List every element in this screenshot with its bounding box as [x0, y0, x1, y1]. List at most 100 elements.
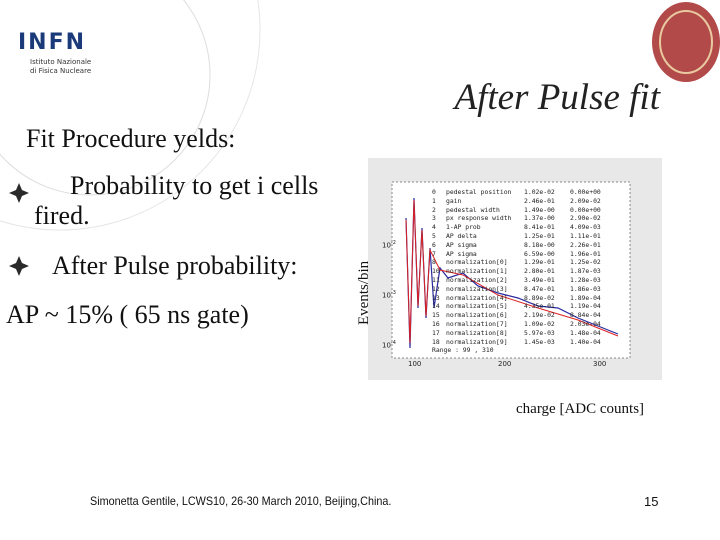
fit-cell: 1.28e-03: [570, 275, 601, 284]
bullet-text: After Pulse probability:: [52, 251, 298, 280]
logo-line: di Fisica Nucleare: [30, 67, 92, 75]
fit-cell: 4.35e-01: [524, 302, 555, 311]
fit-cell: 8.84e-04: [570, 311, 601, 320]
fit-cell: 8.47e-01: [524, 284, 555, 293]
plot: [368, 158, 662, 380]
fit-cell: 0.00e+00: [570, 205, 601, 214]
fit-cell: 2.19e-02: [524, 311, 555, 320]
fit-cell: 1.89e-04: [570, 293, 601, 302]
fit-cell: 4: [432, 223, 436, 232]
fit-cell: pedestal position: [446, 188, 512, 196]
tick-base: 10: [382, 241, 391, 250]
fit-cell: normalization[0]: [446, 258, 508, 267]
footer-credit: Simonetta Gentile, LCWS10, 26-30 March 2…: [90, 494, 392, 508]
tick-exp: -3: [390, 290, 396, 296]
fit-cell: 1.09e-02: [524, 319, 555, 328]
fit-cell: 1-AP prob: [446, 223, 481, 232]
fit-cell: 0.00e+00: [570, 188, 601, 196]
fit-cell: 1.86e-03: [570, 284, 601, 293]
fit-row: 15 normalization[6] 2.19e-02 8.84e-04: [432, 311, 610, 320]
fit-cell: 1.45e-03: [524, 337, 555, 346]
fit-cell: 1.49e-00: [524, 205, 555, 214]
intro: Fit Procedure yelds:: [26, 124, 236, 153]
fit-cell: 18: [432, 337, 440, 346]
x-tick-label: 200: [498, 360, 512, 368]
fit-cell: 1.29e-01: [524, 258, 555, 267]
fit-cell: AP delta: [446, 231, 477, 240]
fit-cell: normalization[6]: [446, 311, 508, 320]
fit-row: 0 pedestal position 1.02e-02 0.00e+00: [432, 188, 610, 197]
fit-row: 4 1-AP prob 8.41e-01 4.09e-03: [432, 223, 610, 232]
fit-cell: 6.59e-00: [524, 249, 555, 258]
y-tick-label: 10-3: [382, 290, 396, 299]
x-axis-label: charge [ADC counts]: [516, 401, 645, 417]
fit-cell: 10: [432, 267, 440, 276]
fit-cell: 4.09e-03: [570, 223, 601, 232]
fit-cell: 2.80e-01: [524, 267, 555, 276]
y-tick-label: 10-2: [382, 240, 396, 249]
fit-cell: 8.89e-02: [524, 293, 555, 302]
fit-cell: 3.49e-01: [524, 275, 555, 284]
fit-row: 13 normalization[4] 8.89e-02 1.89e-04: [432, 294, 610, 303]
fit-cell: 2: [432, 205, 436, 214]
fit-cell: normalization[5]: [446, 302, 508, 311]
fit-cell: 8: [432, 258, 436, 267]
fit-row: 16 normalization[7] 1.09e-02 2.03e-04: [432, 320, 610, 329]
fit-row: 1 gain 2.46e-01 2.09e-02: [432, 197, 610, 206]
x-ticks: 100 200 300: [368, 360, 662, 372]
fit-cell: 5: [432, 231, 436, 240]
fit-cell: 7: [432, 249, 436, 258]
x-tick-label: 100: [408, 360, 422, 368]
tick-exp: -2: [390, 240, 396, 246]
logo-subtitle: Istituto Nazionale di Fisica Nucleare: [30, 58, 91, 76]
bullet-text: Probability to get i cells fired.: [34, 171, 319, 230]
fit-cell: 15: [432, 311, 440, 320]
fit-row: 6 AP sigma 8.18e-00 2.26e-01: [432, 241, 610, 250]
fit-cell: 2.46e-01: [524, 196, 555, 205]
fit-cell: px response width: [446, 214, 512, 223]
fit-cell: AP sigma: [446, 249, 477, 258]
fit-cell: 1: [432, 196, 436, 205]
fit-cell: 2.09e-02: [570, 196, 601, 205]
logo: INFN: [18, 30, 87, 55]
fit-cell: 1.48e-04: [570, 328, 601, 337]
fit-cell: 8.41e-01: [524, 223, 555, 232]
fit-row: 18 normalization[9] 1.45e-03 1.40e-04: [432, 338, 610, 347]
y-ticks: 10-2 10-3 10-4: [382, 240, 402, 360]
fit-cell: 16: [432, 319, 440, 328]
fit-cell: normalization[1]: [446, 267, 508, 276]
fit-cell: 2.03e-04: [570, 319, 601, 328]
fit-cell: 2.90e-02: [570, 214, 601, 223]
fit-cell: 1.11e-01: [570, 231, 601, 240]
fit-cell: 1.19e-04: [570, 302, 601, 311]
fit-row: 14 normalization[5] 4.35e-01 1.19e-04: [432, 302, 610, 311]
fit-cell: 1.87e-03: [570, 267, 601, 276]
fit-cell: normalization[4]: [446, 293, 508, 302]
fit-row: 10 normalization[1] 2.80e-01 1.87e-03: [432, 267, 610, 276]
page-number: 15: [644, 494, 659, 509]
fit-cell: 14: [432, 302, 440, 311]
fit-cell: 12: [432, 284, 440, 293]
tick-base: 10: [382, 341, 391, 350]
bullet: [9, 256, 29, 276]
fit-cell: 6: [432, 240, 436, 249]
fit-cell: AP sigma: [446, 240, 477, 249]
fit-cell: 8.18e-00: [524, 240, 555, 249]
fit-row: 2 pedestal width 1.49e-00 0.00e+00: [432, 206, 610, 215]
fit-table: 0 pedestal position 1.02e-02 0.00e+00 1 gain 2…: [432, 188, 610, 355]
fit-cell: pedestal width: [446, 205, 500, 214]
fit-row: 17 normalization[8] 5.97e-03 1.48e-04: [432, 329, 610, 338]
x-tick-label: 300: [593, 360, 607, 368]
fit-row: 5 AP delta 1.25e-01 1.11e-01: [432, 232, 610, 241]
slide-title: After Pulse fit: [454, 77, 660, 118]
result: AP ~ 15% ( 65 ns gate): [6, 300, 249, 329]
fit-cell: normalization[3]: [446, 284, 508, 293]
tick-exp: -4: [390, 340, 396, 346]
fit-cell: 1.37e-00: [524, 214, 555, 223]
fit-cell: 1.96e-01: [570, 249, 601, 258]
y-tick-label: 10-4: [382, 340, 396, 349]
fit-cell: 11: [432, 275, 440, 284]
plot-canvas: [391, 181, 631, 359]
